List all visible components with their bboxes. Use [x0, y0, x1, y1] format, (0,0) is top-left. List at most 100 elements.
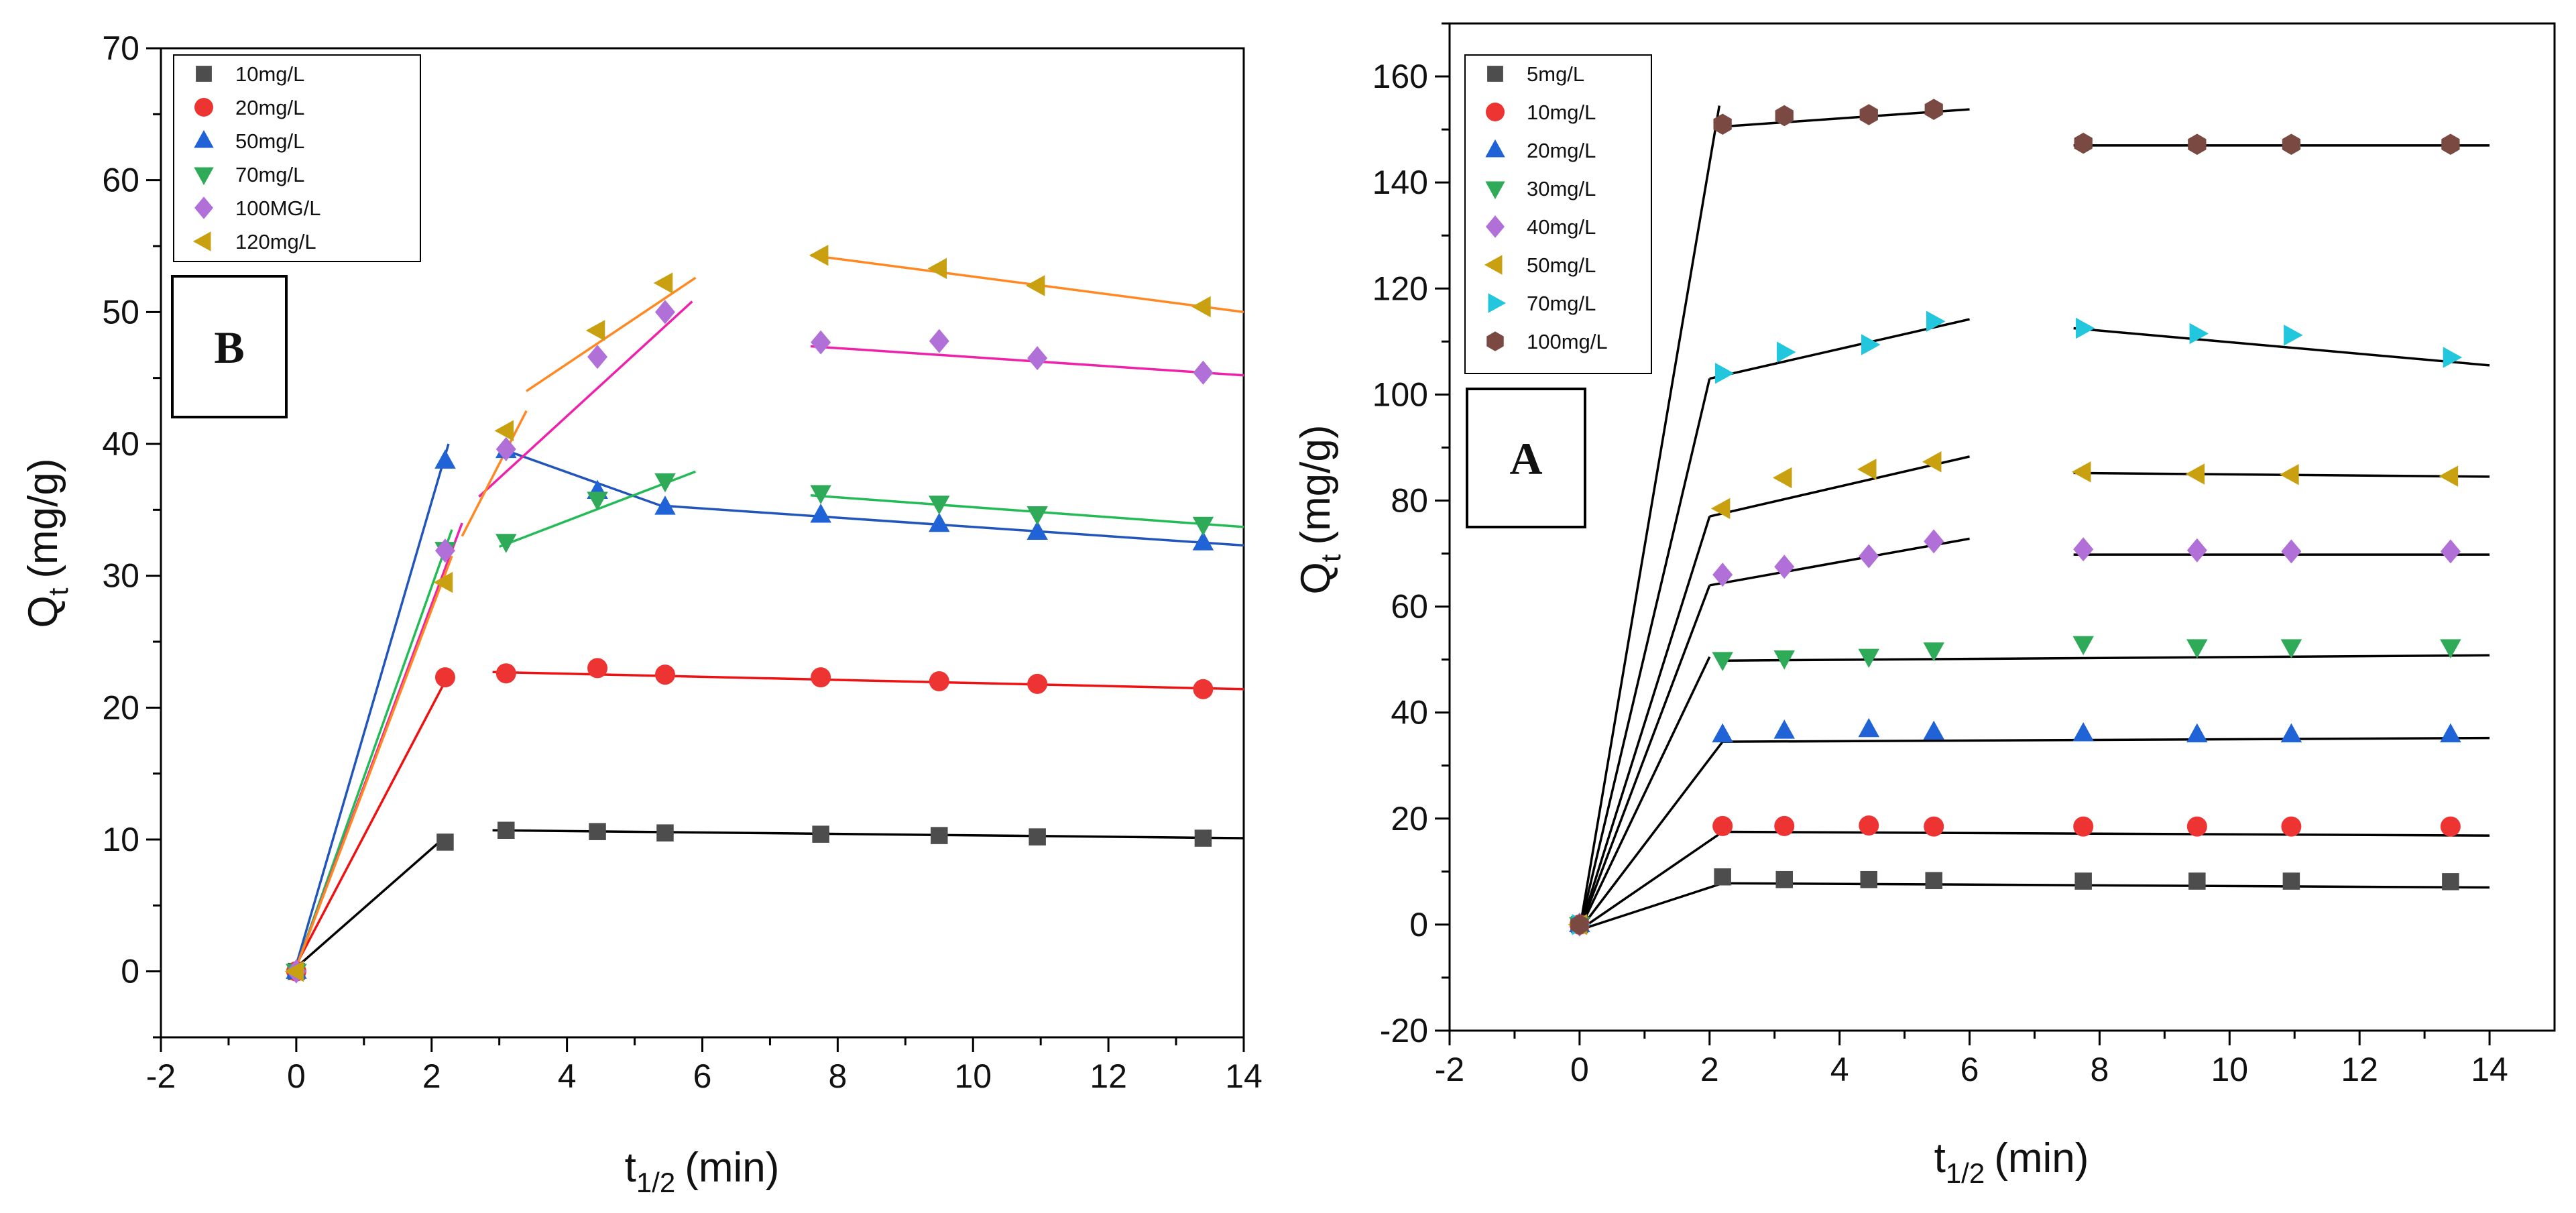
data-point [1858, 717, 1880, 738]
data-point [931, 827, 948, 844]
data-point [1027, 673, 1048, 694]
fit-line [2073, 327, 2490, 367]
data-point [1713, 113, 1732, 135]
data-point [809, 245, 829, 266]
x-axis-label-sub: 1/2 [636, 1167, 675, 1198]
fit-line [664, 504, 1244, 547]
legend-marker [194, 129, 214, 148]
data-point [1772, 467, 1792, 489]
x-axis-label-main: t [625, 1145, 636, 1191]
data-point [436, 833, 454, 851]
data-point [929, 329, 949, 353]
data-point [585, 320, 605, 341]
legend-marker [1486, 103, 1505, 121]
fit-line [1709, 318, 1970, 380]
data-point [1712, 563, 1733, 587]
legend-label: 50mg/L [235, 129, 304, 153]
x-tick-label: -2 [146, 1057, 176, 1095]
fit-line [1578, 585, 1711, 931]
data-point [2072, 636, 2094, 656]
y-axis-label-main: Q [1293, 562, 1339, 594]
fit-line [1722, 882, 2490, 889]
data-point [656, 824, 674, 842]
fit-line [1579, 882, 1723, 931]
y-tick-label: 40 [102, 425, 139, 463]
y-axis-label-sub: t [42, 587, 74, 595]
data-point [1192, 531, 1214, 551]
legend-label: 100MG/L [235, 196, 321, 220]
data-point [2442, 873, 2459, 890]
legend-label: 30mg/L [1527, 177, 1596, 200]
y-tick-label: 50 [102, 293, 139, 331]
y-tick-label: 80 [1391, 481, 1428, 519]
fit-line [492, 671, 1244, 691]
legend-label: 20mg/L [1527, 139, 1596, 162]
x-tick-label: 8 [828, 1057, 847, 1095]
data-point [495, 437, 516, 461]
y-tick-label: 30 [102, 557, 139, 595]
fit-line [492, 829, 1244, 840]
fit-line [1578, 378, 1711, 931]
legend-label: 70mg/L [1527, 292, 1596, 315]
data-point [1923, 642, 1944, 662]
data-point [497, 821, 515, 839]
legend-marker [194, 167, 214, 186]
y-tick-label: -20 [1380, 1012, 1428, 1049]
legend-marker [1484, 255, 1503, 275]
data-point [434, 449, 456, 469]
fit-line [1578, 105, 1721, 931]
y-tick-label: 70 [102, 30, 139, 67]
fit-line [295, 681, 447, 966]
data-point [1926, 310, 1946, 333]
data-point [929, 671, 949, 691]
data-point [1861, 334, 1881, 355]
data-point [1714, 868, 1731, 886]
data-point [2186, 816, 2207, 837]
fit-line [1709, 455, 1970, 518]
data-point [2440, 723, 2461, 743]
x-tick-label: 12 [2341, 1051, 2378, 1088]
data-point [434, 538, 455, 563]
data-point [2186, 538, 2207, 563]
data-point [811, 330, 831, 355]
data-point [1775, 105, 1794, 127]
data-point [1775, 870, 1793, 888]
data-point [1193, 360, 1214, 385]
panel-label-box [1466, 388, 1586, 528]
data-point [1923, 720, 1944, 740]
legend-label: 50mg/L [1527, 253, 1596, 277]
y-axis-label: Qt (mg/g) [20, 458, 74, 628]
fit-line [295, 529, 453, 968]
data-point [1714, 362, 1735, 384]
x-tick-label: 2 [1700, 1051, 1719, 1088]
fit-line [810, 494, 1244, 528]
data-point [1193, 679, 1214, 699]
data-point [654, 300, 675, 325]
data-point [1774, 555, 1795, 579]
data-point [2281, 816, 2302, 837]
y-tick-label: 160 [1372, 58, 1428, 95]
fit-line [1578, 656, 1711, 931]
x-axis-label: t1/2 (min) [1934, 1135, 2089, 1189]
x-tick-label: 10 [954, 1057, 992, 1095]
data-point [2186, 639, 2208, 658]
data-point [2440, 816, 2461, 837]
data-point [1858, 648, 1880, 669]
fit-line [295, 443, 450, 966]
legend-label: 120mg/L [235, 230, 316, 253]
data-point [1860, 870, 1878, 888]
data-point [2281, 539, 2302, 564]
data-point [2441, 133, 2460, 155]
x-axis-label: t1/2 (min) [625, 1145, 780, 1198]
y-tick-label: 40 [1391, 694, 1428, 732]
panel-label: A [1509, 433, 1542, 484]
data-point [653, 272, 673, 294]
y-axis-label-unit: (mg/g) [20, 458, 66, 578]
data-point [654, 665, 675, 685]
data-point [812, 825, 829, 843]
y-tick-label: 20 [1391, 800, 1428, 837]
data-point [1776, 341, 1796, 363]
x-tick-label: 4 [558, 1057, 577, 1095]
data-point [2188, 133, 2207, 155]
data-point [2073, 537, 2094, 562]
